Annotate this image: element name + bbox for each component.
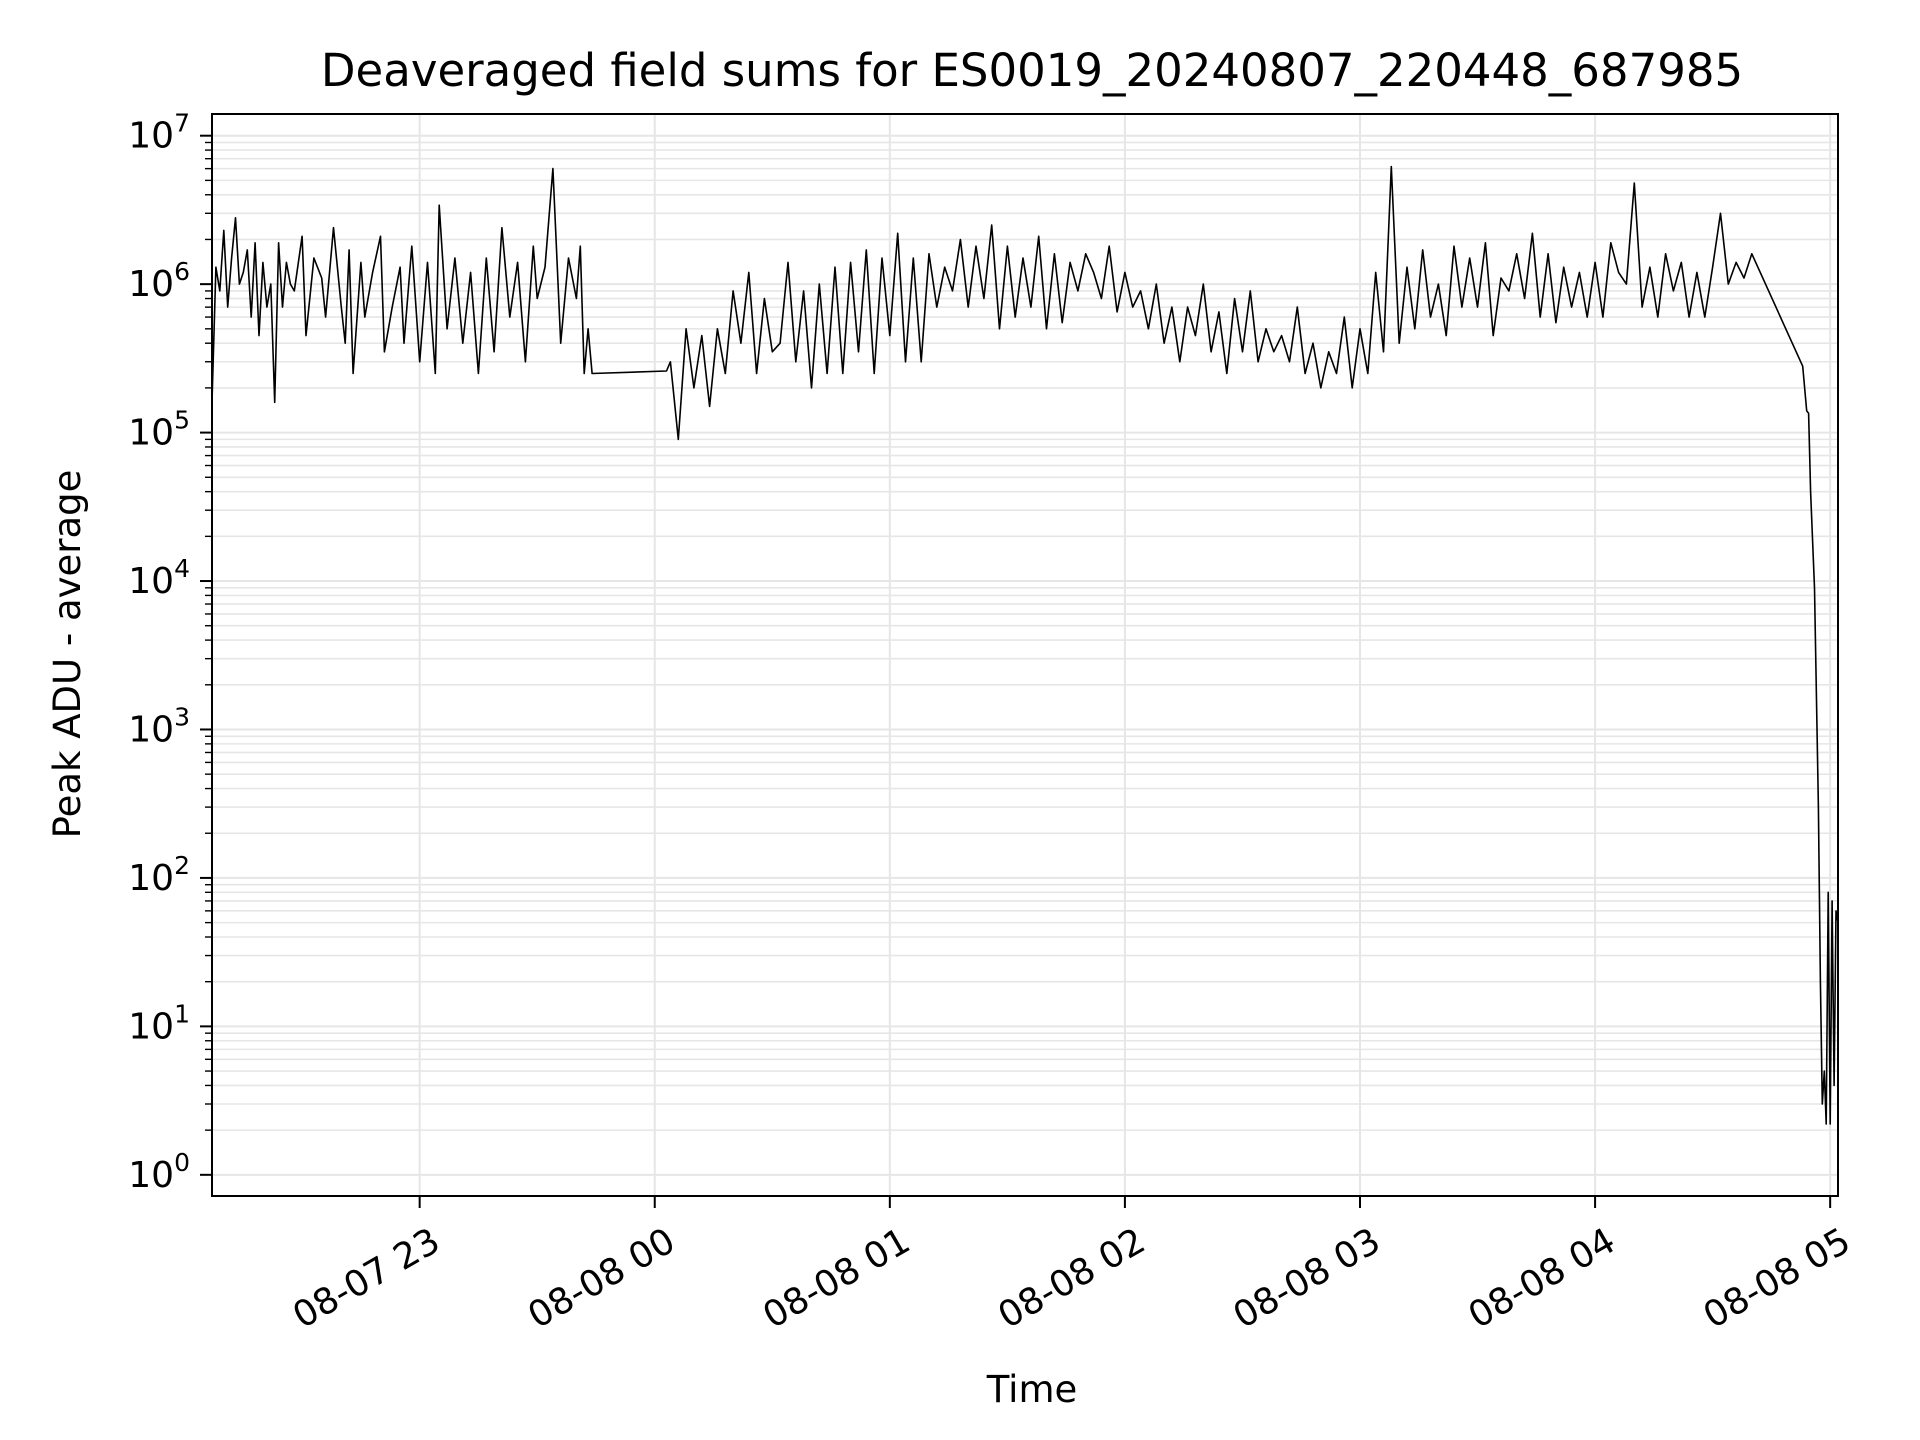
y-tick-label: 107 <box>128 109 190 157</box>
y-tick-label: 100 <box>128 1148 190 1196</box>
x-axis-label: Time <box>986 1368 1078 1411</box>
chart-title: Deaveraged field sums for ES0019_2024080… <box>321 44 1743 97</box>
y-tick-label: 103 <box>128 702 190 750</box>
grid <box>212 114 1838 1196</box>
y-tick-label: 102 <box>128 851 190 899</box>
axis-ticks <box>200 134 1832 1208</box>
series-line <box>211 165 1839 1125</box>
y-tick-label: 105 <box>128 406 190 454</box>
y-tick-labels: 100 101 102 103 104 105 106 107 <box>128 109 190 1196</box>
series-layer <box>211 165 1839 1125</box>
y-axis-label: Peak ADU - average <box>46 470 89 839</box>
y-tick-label: 101 <box>128 999 190 1047</box>
y-tick-label: 106 <box>128 257 190 305</box>
plot-frame <box>211 113 1839 1197</box>
y-tick-label: 104 <box>128 554 190 602</box>
